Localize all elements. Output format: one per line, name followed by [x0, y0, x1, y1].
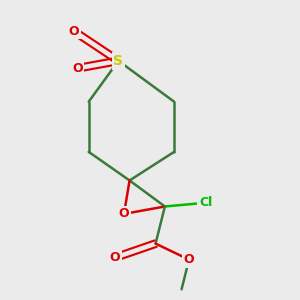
- Text: O: O: [110, 251, 120, 264]
- Text: O: O: [119, 207, 129, 220]
- Text: O: O: [72, 62, 83, 75]
- Text: S: S: [113, 54, 123, 68]
- Text: O: O: [184, 253, 194, 266]
- Text: O: O: [68, 25, 79, 38]
- Text: Cl: Cl: [199, 196, 212, 209]
